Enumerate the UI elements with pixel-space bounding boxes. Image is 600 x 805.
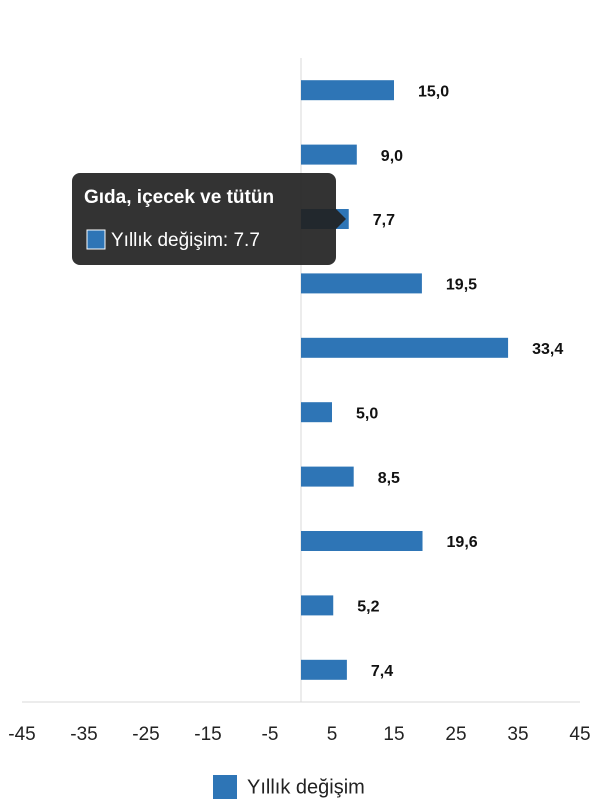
value-label: 5,2 <box>357 599 379 616</box>
x-tick-label: 5 <box>327 724 338 745</box>
value-label: 9,0 <box>381 148 403 165</box>
value-label: 19,6 <box>447 534 478 551</box>
x-tick-label: 35 <box>507 724 528 745</box>
value-label: 7,4 <box>371 663 393 680</box>
tooltip-box <box>72 173 336 265</box>
value-label: 8,5 <box>378 470 400 487</box>
x-tick-label: 45 <box>569 724 590 745</box>
bar <box>301 595 334 616</box>
x-tick-label: -35 <box>70 724 97 745</box>
tooltip-title: Gıda, içecek ve tütün <box>84 187 274 208</box>
x-tick-label: -25 <box>132 724 159 745</box>
x-tick-label: -45 <box>8 724 35 745</box>
bar <box>301 466 354 487</box>
legend-label: Yıllık değişim <box>247 776 365 798</box>
value-label: 5,0 <box>356 405 378 422</box>
x-tick-label: 25 <box>445 724 466 745</box>
bar <box>301 531 423 551</box>
bar <box>301 273 422 294</box>
tooltip-text: Yıllık değişim: 7.7 <box>111 230 260 251</box>
tooltip: Gıda, içecek ve tütün Yıllık değişim: 7.7 <box>72 173 346 265</box>
tooltip-swatch <box>86 229 106 250</box>
bar <box>301 659 347 680</box>
bar <box>301 80 394 101</box>
x-tick-label: -5 <box>262 724 279 745</box>
bar <box>301 402 332 423</box>
legend-swatch <box>213 775 237 799</box>
tooltip-arrow <box>336 209 346 229</box>
value-label: 33,4 <box>532 341 563 358</box>
value-label: 15,0 <box>418 83 449 100</box>
bar <box>301 144 357 165</box>
x-tick-label: 15 <box>383 724 404 745</box>
bar <box>301 337 509 358</box>
value-label: 19,5 <box>446 277 477 294</box>
x-tick-label: -15 <box>194 724 221 745</box>
value-label: 7,7 <box>373 212 395 229</box>
